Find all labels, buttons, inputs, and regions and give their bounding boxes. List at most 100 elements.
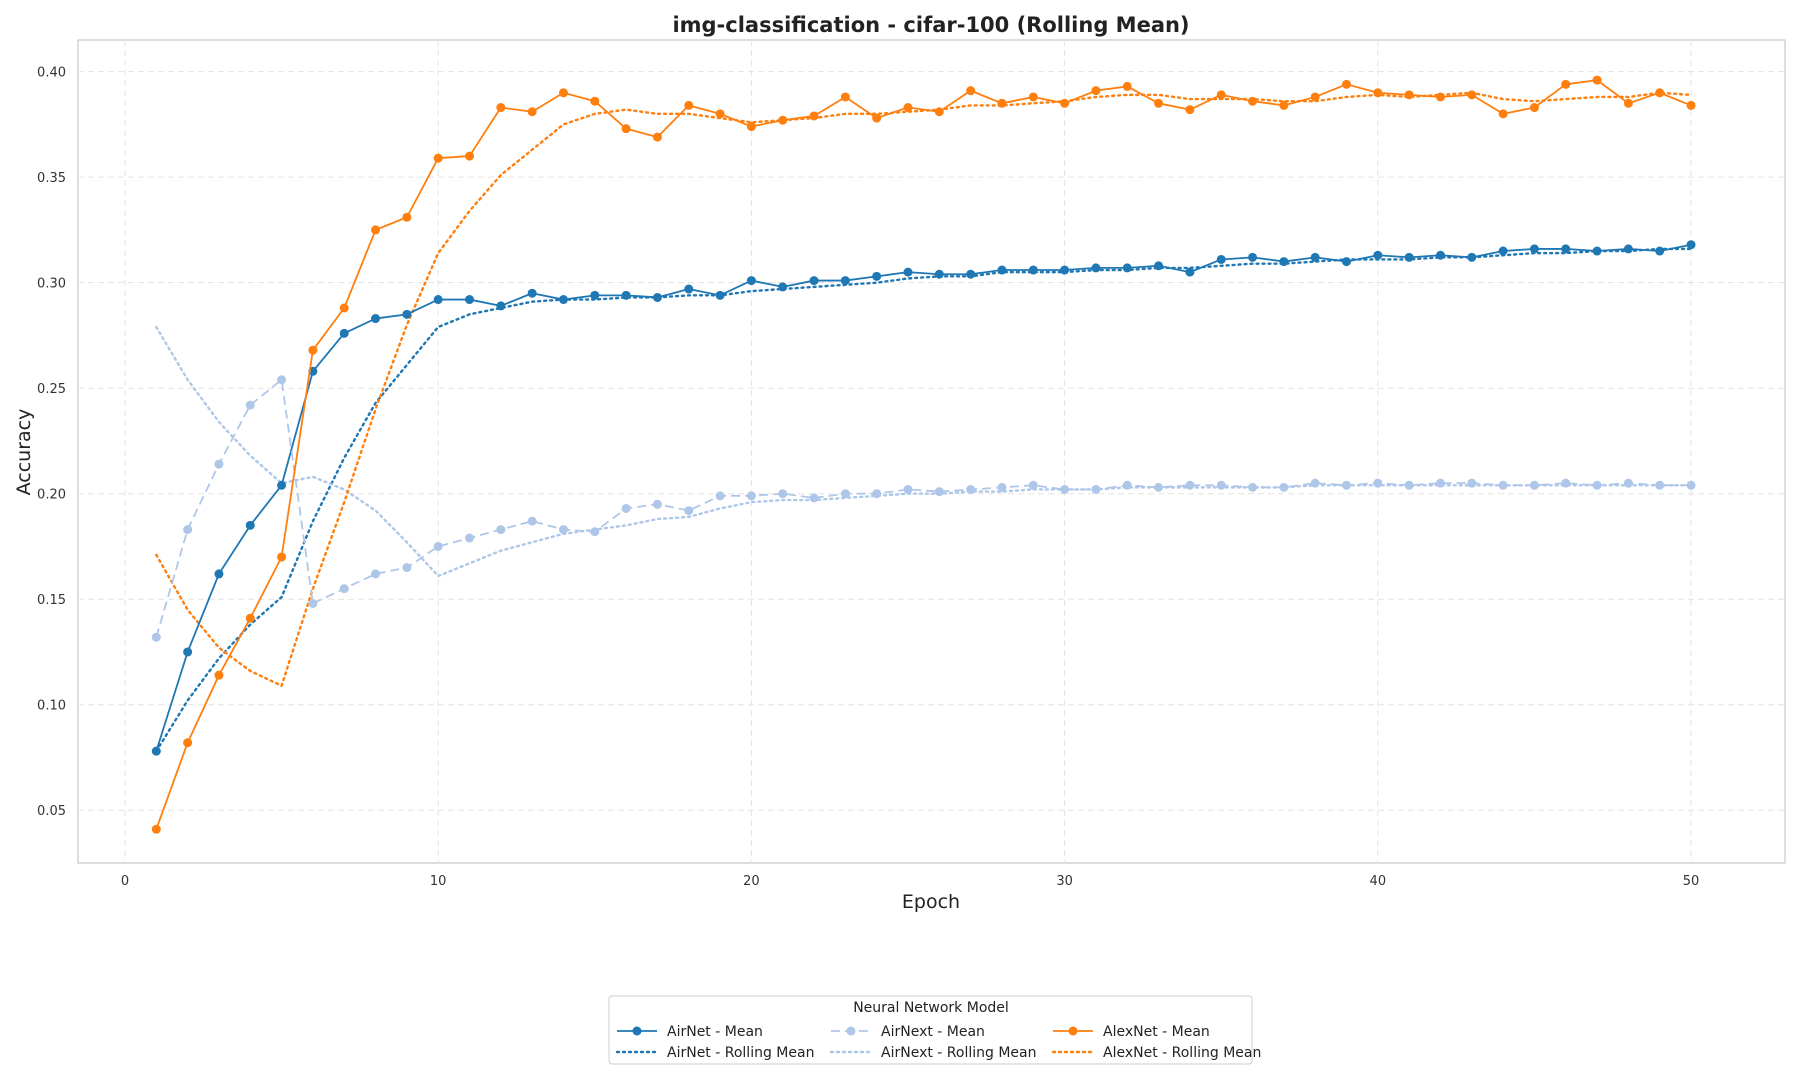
- data-point-alexnet-mean: [809, 111, 819, 121]
- data-point-airnext-mean: [371, 569, 381, 579]
- data-point-airnet-mean: [746, 276, 756, 286]
- series-line-alexnet-mean: [155, 79, 1692, 830]
- y-tick-label: 0.05: [37, 804, 66, 819]
- data-point-airnet-mean: [277, 480, 287, 490]
- legend-title: Neural Network Model: [853, 1000, 1009, 1016]
- data-point-airnext-mean: [1279, 482, 1289, 492]
- x-tick-label: 0: [121, 874, 129, 889]
- data-point-alexnet-mean: [308, 345, 318, 355]
- data-point-airnext-mean: [496, 525, 506, 535]
- data-point-airnext-mean: [1467, 478, 1477, 488]
- data-point-airnext-mean: [339, 584, 349, 594]
- data-point-airnext-mean: [1592, 480, 1602, 490]
- series-line-airnet-mean: [155, 243, 1692, 752]
- data-point-airnet-mean: [245, 520, 255, 530]
- data-point-alexnet-mean: [1248, 96, 1258, 106]
- data-point-airnet-mean: [1060, 265, 1070, 275]
- data-point-airnet-mean: [1592, 246, 1602, 256]
- data-point-airnext-mean: [621, 503, 631, 513]
- y-axis-label: Accuracy: [13, 409, 35, 496]
- series-airnext-rolling-mean: [155, 325, 1693, 578]
- data-point-airnet-mean: [1122, 263, 1132, 273]
- y-tick-label: 0.15: [37, 593, 66, 608]
- data-point-alexnet-mean: [433, 153, 443, 163]
- data-point-airnet-mean: [1310, 252, 1320, 262]
- data-point-airnet-mean: [715, 290, 725, 300]
- data-point-airnext-mean: [433, 541, 443, 551]
- data-point-airnet-mean: [1279, 257, 1289, 267]
- data-point-alexnet-mean: [997, 98, 1007, 108]
- data-point-alexnet-mean: [1091, 86, 1101, 96]
- series-line-alexnet-rolling-mean: [155, 91, 1693, 687]
- x-tick-label: 50: [1683, 874, 1700, 889]
- data-point-airnext-mean: [1091, 484, 1101, 494]
- legend-marker: [632, 1026, 642, 1036]
- data-point-airnext-mean: [715, 491, 725, 501]
- data-point-alexnet-mean: [1435, 92, 1445, 102]
- data-point-alexnet-mean: [1498, 109, 1508, 119]
- data-point-airnet-mean: [1248, 252, 1258, 262]
- data-point-alexnet-mean: [402, 212, 412, 222]
- data-point-airnext-mean: [402, 563, 412, 573]
- data-point-alexnet-mean: [746, 122, 756, 132]
- data-point-alexnet-mean: [715, 109, 725, 119]
- data-point-airnext-mean: [1310, 478, 1320, 488]
- data-point-airnext-mean: [1342, 480, 1352, 490]
- data-point-airnet-mean: [1091, 263, 1101, 273]
- data-point-airnet-mean: [872, 271, 882, 281]
- data-point-airnet-mean: [1561, 244, 1571, 254]
- data-point-alexnet-mean: [1060, 98, 1070, 108]
- data-point-alexnet-mean: [966, 86, 976, 96]
- plot-frame: [77, 39, 1786, 864]
- data-point-alexnet-mean: [872, 113, 882, 123]
- data-point-airnext-mean: [1028, 480, 1038, 490]
- series-airnet-mean: [151, 240, 1696, 756]
- data-point-alexnet-mean: [214, 670, 224, 680]
- data-point-airnet-mean: [151, 746, 161, 756]
- data-point-airnext-mean: [1529, 480, 1539, 490]
- data-point-airnext-mean: [308, 598, 318, 608]
- data-point-alexnet-mean: [1279, 100, 1289, 110]
- data-point-airnet-mean: [903, 267, 913, 277]
- series-layer: [151, 75, 1696, 834]
- legend-box: [608, 995, 1253, 1065]
- data-point-airnet-mean: [371, 314, 381, 324]
- data-point-airnext-mean: [465, 533, 475, 543]
- data-point-alexnet-mean: [778, 115, 788, 125]
- data-point-airnext-mean: [1122, 480, 1132, 490]
- data-point-alexnet-mean: [496, 103, 506, 113]
- data-point-airnext-mean: [1248, 482, 1258, 492]
- data-point-airnext-mean: [1404, 480, 1414, 490]
- data-point-airnext-mean: [966, 484, 976, 494]
- data-point-airnet-mean: [1404, 252, 1414, 262]
- data-point-airnet-mean: [652, 292, 662, 302]
- data-point-airnet-mean: [1623, 244, 1633, 254]
- data-point-airnext-mean: [997, 482, 1007, 492]
- data-point-alexnet-mean: [371, 225, 381, 235]
- data-point-airnet-mean: [934, 269, 944, 279]
- legend-marker: [846, 1026, 856, 1036]
- data-point-airnet-mean: [778, 282, 788, 292]
- data-point-airnet-mean: [840, 276, 850, 286]
- legend-label: AirNet - Mean: [667, 1024, 763, 1040]
- data-point-airnet-mean: [402, 309, 412, 319]
- data-point-alexnet-mean: [1122, 81, 1132, 91]
- data-point-airnet-mean: [997, 265, 1007, 275]
- data-point-alexnet-mean: [1404, 90, 1414, 100]
- data-point-airnet-mean: [558, 295, 568, 305]
- y-tick-label: 0.10: [37, 699, 66, 714]
- data-point-alexnet-mean: [652, 132, 662, 142]
- data-point-alexnet-mean: [1185, 105, 1195, 115]
- data-point-alexnet-mean: [934, 107, 944, 117]
- legend-label: AirNext - Rolling Mean: [881, 1045, 1036, 1061]
- data-point-airnet-mean: [1373, 250, 1383, 260]
- data-point-airnet-mean: [1467, 252, 1477, 262]
- data-point-airnet-mean: [1498, 246, 1508, 256]
- data-point-alexnet-mean: [277, 552, 287, 562]
- y-tick-label: 0.20: [37, 488, 66, 503]
- data-point-alexnet-mean: [558, 88, 568, 98]
- data-point-airnext-mean: [1498, 480, 1508, 490]
- legend-item-alexnet-rolling-mean: AlexNet - Rolling Mean: [1051, 1045, 1261, 1061]
